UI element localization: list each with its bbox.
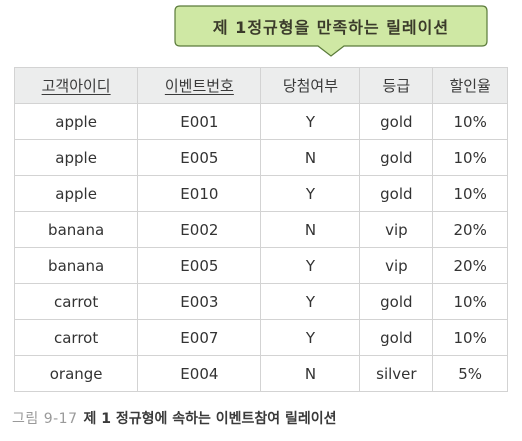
cell-grade: gold: [359, 319, 434, 356]
cell-winning-status: Y: [260, 247, 361, 284]
cell-grade: vip: [359, 211, 434, 248]
cell-winning-status: Y: [260, 103, 361, 140]
cell-discount-rate: 5%: [432, 355, 508, 392]
header-winning-status: 당첨여부: [260, 67, 361, 104]
table-header-row: 고객아이디 이벤트번호 당첨여부 등급 할인율: [13, 67, 508, 104]
cell-event-number: E007: [137, 319, 262, 356]
cell-event-number: E005: [137, 139, 262, 176]
cell-grade: gold: [359, 139, 434, 176]
cell-winning-status: N: [260, 211, 361, 248]
cell-event-number: E005: [137, 247, 262, 284]
cell-grade: silver: [359, 355, 434, 392]
cell-winning-status: Y: [260, 283, 361, 320]
cell-winning-status: N: [260, 355, 361, 392]
cell-customer-id: orange: [13, 355, 139, 392]
header-customer-id: 고객아이디: [13, 67, 139, 104]
cell-customer-id: apple: [13, 103, 139, 140]
cell-discount-rate: 20%: [432, 247, 508, 284]
cell-winning-status: N: [260, 139, 361, 176]
cell-customer-id: banana: [13, 247, 139, 284]
cell-customer-id: apple: [13, 175, 139, 212]
cell-discount-rate: 10%: [432, 283, 508, 320]
cell-discount-rate: 10%: [432, 175, 508, 212]
cell-grade: gold: [359, 103, 434, 140]
cell-grade: gold: [359, 175, 434, 212]
caption-text: 제 1 정규형에 속하는 이벤트참여 릴레이션: [83, 411, 337, 427]
cell-event-number: E010: [137, 175, 262, 212]
header-discount-rate: 할인율: [432, 67, 508, 104]
header-grade: 등급: [359, 67, 434, 104]
cell-customer-id: banana: [13, 211, 139, 248]
cell-customer-id: carrot: [13, 283, 139, 320]
cell-grade: gold: [359, 283, 434, 320]
figure-caption: 그림 9-17 제 1 정규형에 속하는 이벤트참여 릴레이션: [12, 408, 337, 428]
callout-text: 제 1정규형을 만족하는 릴레이션: [212, 18, 450, 37]
cell-customer-id: carrot: [13, 319, 139, 356]
cell-winning-status: Y: [260, 175, 361, 212]
cell-winning-status: Y: [260, 319, 361, 356]
callout-box: 제 1정규형을 만족하는 릴레이션: [174, 5, 488, 57]
callout-shape: [174, 5, 488, 57]
cell-discount-rate: 10%: [432, 103, 508, 140]
cell-customer-id: apple: [13, 139, 139, 176]
cell-grade: vip: [359, 247, 434, 284]
cell-event-number: E002: [137, 211, 262, 248]
header-event-number: 이벤트번호: [137, 67, 262, 104]
cell-event-number: E001: [137, 103, 262, 140]
cell-event-number: E003: [137, 283, 262, 320]
figure-number: 그림 9-17: [12, 411, 78, 427]
cell-event-number: E004: [137, 355, 262, 392]
cell-discount-rate: 10%: [432, 319, 508, 356]
cell-discount-rate: 20%: [432, 211, 508, 248]
cell-discount-rate: 10%: [432, 139, 508, 176]
